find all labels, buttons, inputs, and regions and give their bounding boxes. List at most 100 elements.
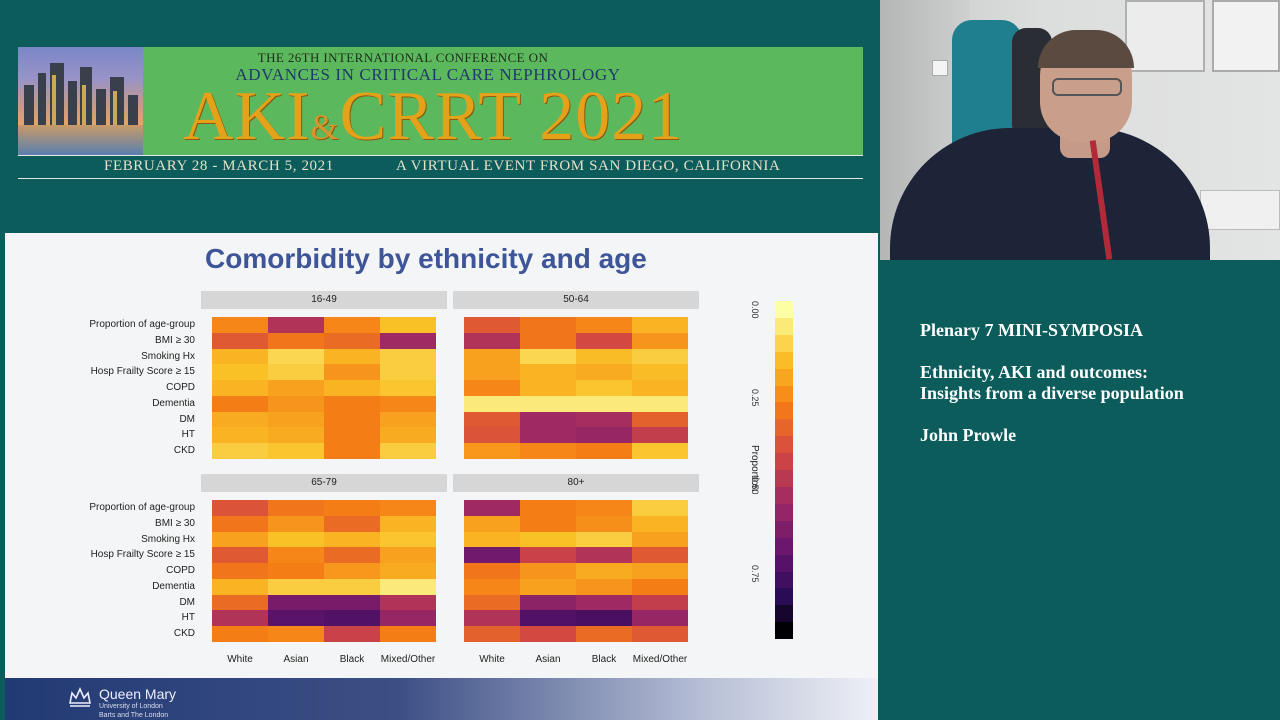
- facet-header-65-79: 65-79: [201, 474, 447, 492]
- heatmap-cell: [632, 515, 688, 532]
- heatmap-cell: [520, 515, 576, 532]
- heatmap-cell: [380, 610, 436, 626]
- heatmap-cell: [268, 427, 324, 443]
- heatmap-cell: [464, 531, 520, 548]
- column-label: White: [479, 654, 505, 665]
- heatmap-cell: [380, 443, 436, 459]
- heatmap-cell: [632, 395, 688, 412]
- heatmap-cell: [632, 332, 688, 349]
- heatmap-cell: [520, 531, 576, 548]
- colorbar-segment: [775, 520, 793, 538]
- colorbar-segment: [775, 622, 793, 640]
- session-info: Plenary 7 MINI-SYMPOSIA Ethnicity, AKI a…: [920, 320, 1260, 467]
- heatmap-cell: [212, 515, 268, 532]
- heatmap-cell: [380, 626, 436, 642]
- heatmap-cell: [632, 317, 688, 333]
- row-label: CKD: [173, 628, 195, 639]
- heatmap-cell: [380, 531, 436, 548]
- heatmap-cell: [632, 411, 688, 428]
- heatmap-cell: [576, 380, 632, 396]
- heatmap-cell: [268, 348, 324, 365]
- heatmap-cell: [212, 395, 268, 412]
- heatmap-cell: [520, 563, 576, 579]
- colorbar-segment: [775, 503, 793, 521]
- heatmap-cell: [632, 594, 688, 611]
- column-label: Black: [339, 654, 365, 665]
- heatmap-cell: [324, 531, 380, 548]
- heatmap-cell: [268, 364, 324, 380]
- heatmap-cell: [380, 500, 436, 516]
- colorbar-segment: [775, 605, 793, 623]
- colorbar-tick: 0.75: [750, 565, 760, 583]
- heatmap-cell: [380, 427, 436, 443]
- facet-header-80-plus: 80+: [453, 474, 699, 492]
- heatmap-cell: [212, 380, 268, 396]
- session-name: Plenary 7 MINI-SYMPOSIA: [920, 320, 1143, 340]
- heatmap-cell: [576, 427, 632, 443]
- heatmap-cell: [464, 443, 520, 459]
- heatmap-cell: [576, 578, 632, 595]
- heatmap-cell: [212, 531, 268, 548]
- heatmap-cell: [268, 500, 324, 516]
- column-label: Asian: [535, 654, 561, 665]
- colorbar-segment: [775, 588, 793, 606]
- speaker-webcam: [880, 0, 1280, 260]
- row-label: HT: [181, 429, 195, 441]
- heatmap-cell: [464, 563, 520, 579]
- heatmap-cell: [520, 427, 576, 443]
- glasses-icon: [1052, 78, 1122, 96]
- conference-title-amp: &: [310, 107, 340, 147]
- heatmap-cell: [324, 332, 380, 349]
- heatmap-cell: [212, 578, 268, 595]
- heatmap-cell: [212, 563, 268, 579]
- heatmap-cell: [520, 443, 576, 459]
- column-label: Mixed/Other: [380, 654, 436, 665]
- heatmap-cell: [576, 443, 632, 459]
- heatmap-cell: [632, 500, 688, 516]
- heatmap-cell: [212, 364, 268, 380]
- conference-title-crrt: CRRT 2021: [339, 78, 684, 155]
- heatmap-cell: [324, 515, 380, 532]
- heatmap-65-79: [212, 500, 436, 642]
- heatmap-cell: [380, 348, 436, 365]
- column-label: Asian: [283, 654, 309, 665]
- heatmap-cell: [576, 364, 632, 380]
- colorbar-segment: [775, 351, 793, 369]
- colorbar-segment: [775, 470, 793, 487]
- row-label: HT: [181, 612, 195, 624]
- conference-dates: FEBRUARY 28 - MARCH 5, 2021: [104, 158, 334, 174]
- heatmap-cell: [464, 515, 520, 532]
- heatmap-cell: [632, 563, 688, 579]
- column-label: Mixed/Other: [632, 654, 688, 665]
- heatmap-cell: [520, 380, 576, 396]
- heatmap-16-49: [212, 317, 436, 459]
- heatmap-cell: [632, 547, 688, 563]
- heatmap-80-plus: [464, 500, 688, 642]
- crown-logo-icon: [69, 687, 91, 707]
- heatmap-cell: [324, 348, 380, 365]
- heatmap-cell: [212, 443, 268, 459]
- conference-title-aki: AKI: [183, 78, 311, 155]
- facet-header-50-64: 50-64: [453, 291, 699, 309]
- colorbar-segment: [775, 334, 793, 352]
- heatmap-cell: [324, 578, 380, 595]
- row-label: DM: [179, 596, 195, 608]
- heatmap-cell: [380, 364, 436, 380]
- heatmap-cell: [212, 626, 268, 642]
- conference-subtitle: ADVANCES IN CRITICAL CARE NEPHROLOGY: [235, 65, 621, 84]
- school-name: Barts and The London: [99, 712, 169, 719]
- colorbar-segment: [775, 571, 793, 589]
- heatmap-cell: [464, 594, 520, 611]
- conference-location: A VIRTUAL EVENT FROM SAN DIEGO, CALIFORN…: [396, 158, 781, 174]
- heatmap-cell: [520, 610, 576, 626]
- heatmap-cell: [268, 443, 324, 459]
- banner-info-strip: FEBRUARY 28 - MARCH 5, 2021 A VIRTUAL EV…: [18, 155, 863, 179]
- heatmap-cell: [380, 578, 436, 595]
- heatmap-cell: [464, 610, 520, 626]
- heatmap-cell: [576, 332, 632, 349]
- heatmap-cell: [268, 531, 324, 548]
- heatmap-cell: [576, 594, 632, 611]
- colorbar-segment: [775, 537, 793, 555]
- heatmap-cell: [212, 317, 268, 333]
- heatmap-cell: [268, 332, 324, 349]
